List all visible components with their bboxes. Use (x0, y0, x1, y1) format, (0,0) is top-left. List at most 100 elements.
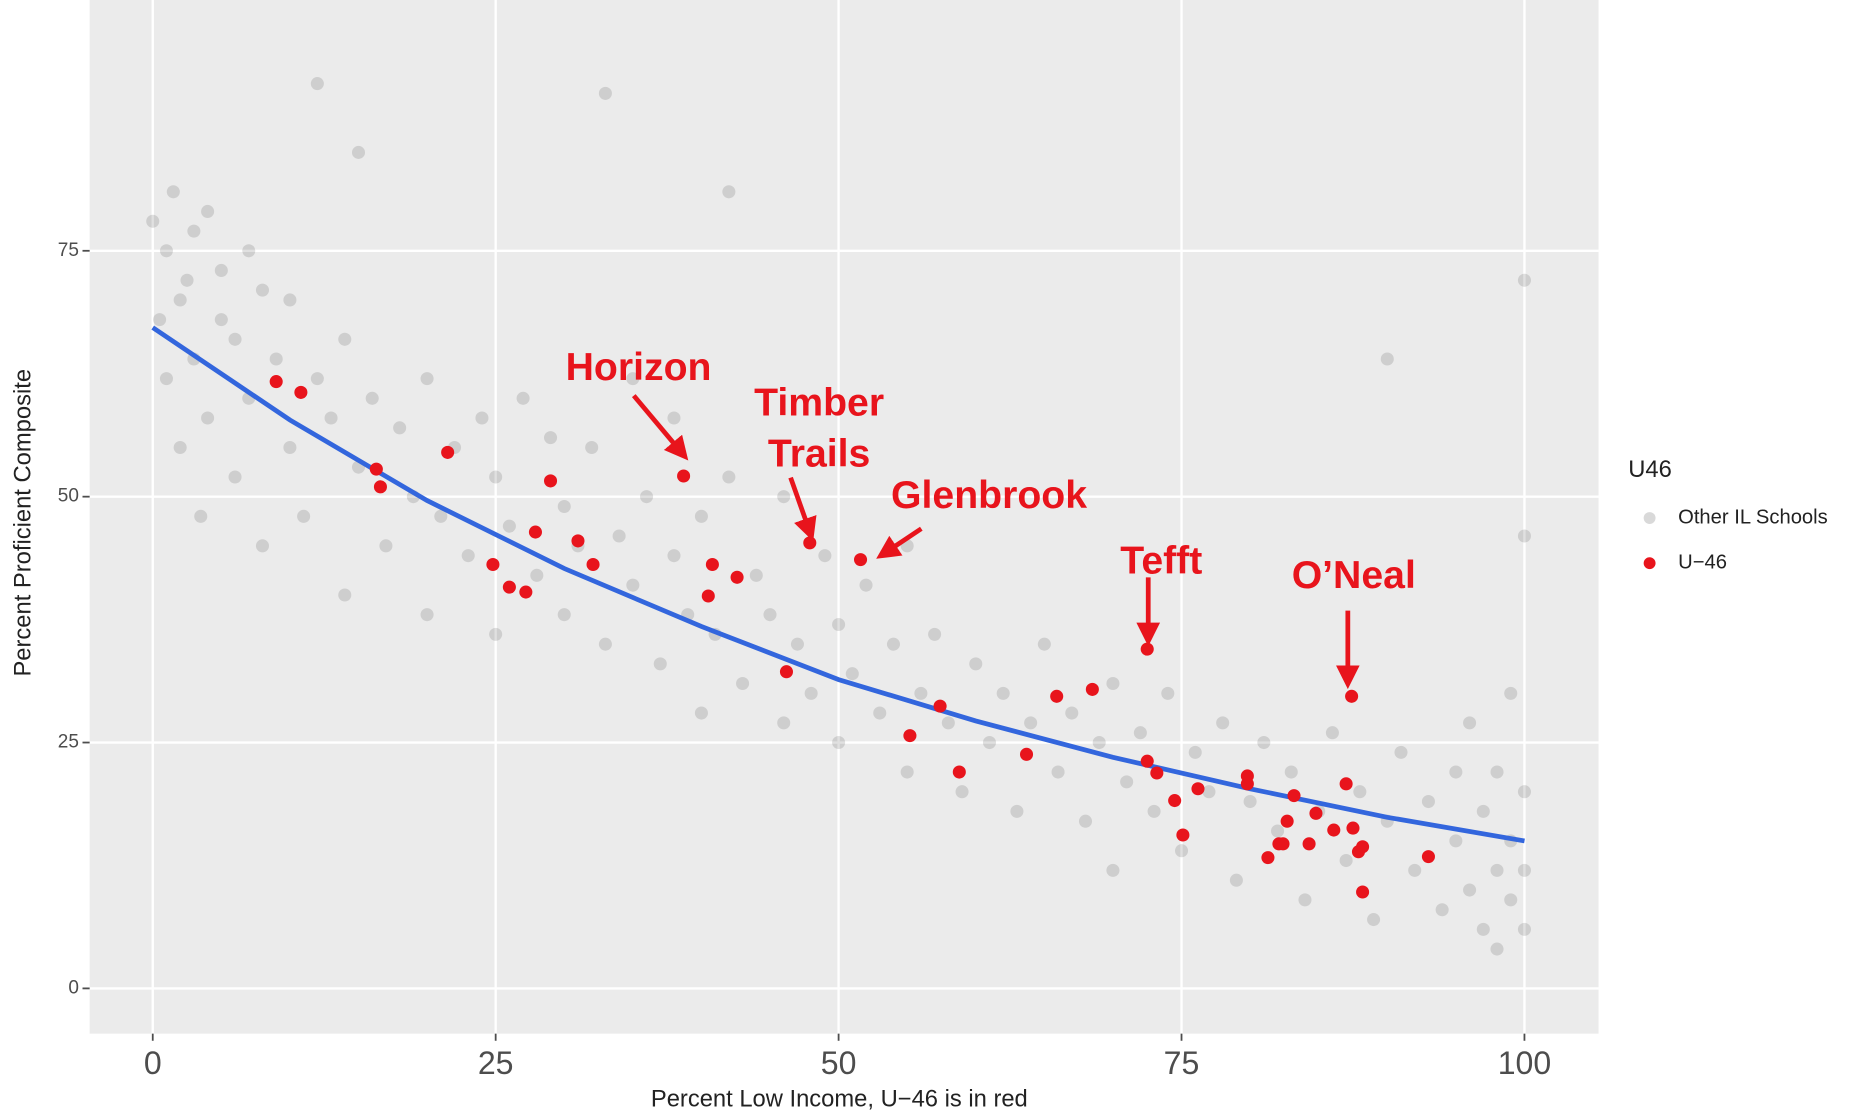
data-point (1037, 637, 1051, 651)
data-point (586, 557, 600, 572)
data-point (557, 608, 571, 622)
data-point (955, 785, 969, 799)
data-point (736, 676, 750, 691)
data-point (201, 204, 215, 218)
data-point (1298, 893, 1312, 907)
data-point (1435, 903, 1449, 917)
data-point (640, 490, 654, 504)
data-point (1367, 913, 1381, 927)
data-point (626, 372, 640, 386)
data-point (519, 585, 533, 599)
data-point (1140, 642, 1154, 656)
data-point (1085, 682, 1099, 696)
data-point (420, 608, 434, 622)
data-point (379, 539, 393, 553)
annotation-arrow (788, 476, 817, 542)
data-point (903, 729, 917, 743)
data-point (914, 686, 928, 700)
data-point (269, 352, 283, 366)
x-tick-label: 100 (1498, 1045, 1551, 1081)
data-point (1243, 795, 1257, 809)
data-point (886, 637, 900, 651)
data-point (1517, 529, 1531, 543)
data-point (832, 735, 846, 750)
data-point (180, 273, 194, 287)
data-point (1421, 795, 1435, 809)
data-point (1356, 885, 1370, 899)
data-point (159, 244, 173, 258)
x-tick-label: 75 (1164, 1045, 1200, 1081)
legend-label: U−46 (1678, 551, 1727, 573)
data-point (1168, 794, 1182, 808)
data-point (502, 519, 516, 533)
data-point (730, 570, 744, 584)
data-point (1449, 834, 1463, 848)
annotation: Trails (768, 433, 870, 476)
y-tick-label: 50 (58, 486, 79, 507)
data-point (1261, 851, 1275, 865)
data-point (1463, 716, 1477, 730)
data-point (1280, 814, 1294, 828)
data-point (701, 589, 715, 603)
data-point (1140, 754, 1154, 768)
data-point (873, 706, 887, 720)
data-point (489, 470, 503, 484)
data-point (489, 627, 503, 641)
data-point (900, 765, 914, 779)
annotation-arrow (876, 526, 923, 559)
data-point (228, 470, 242, 484)
data-point (928, 627, 942, 641)
data-point (1216, 716, 1230, 730)
annotation: Horizon (566, 346, 712, 389)
data-point (146, 214, 160, 228)
data-point (543, 474, 558, 488)
data-point (475, 411, 489, 425)
data-point (373, 480, 387, 494)
data-point (269, 375, 283, 389)
data-point (1106, 676, 1120, 691)
data-point (1161, 686, 1175, 700)
data-point (952, 765, 966, 779)
y-tick-label: 0 (68, 977, 79, 998)
data-point (441, 445, 455, 459)
data-point (1176, 828, 1190, 842)
data-point (242, 244, 256, 258)
data-point (255, 283, 270, 297)
data-point (1229, 873, 1243, 887)
legend-title: U46 (1628, 456, 1672, 483)
data-point (626, 578, 640, 592)
data-point (677, 469, 691, 483)
data-point (1353, 785, 1367, 799)
data-point (1490, 765, 1504, 779)
data-point (722, 185, 736, 199)
data-point (1517, 273, 1531, 287)
data-point (1380, 352, 1394, 366)
x-tick-label: 50 (821, 1045, 857, 1081)
data-point (612, 529, 626, 543)
annotation: Tefft (1120, 540, 1202, 583)
x-tick-label: 25 (478, 1045, 514, 1081)
data-point (502, 580, 516, 594)
data-point (598, 86, 612, 100)
data-point (1476, 804, 1490, 818)
data-point (530, 568, 544, 582)
data-point (1476, 922, 1490, 936)
data-point (338, 332, 352, 346)
data-point (1284, 765, 1298, 779)
data-point (1325, 726, 1339, 740)
data-point (845, 667, 859, 681)
data-point (1065, 706, 1079, 720)
annotation: O’Neal (1292, 554, 1416, 597)
data-point (996, 686, 1010, 700)
data-point (667, 549, 681, 563)
data-point (310, 372, 324, 386)
data-point (694, 706, 708, 720)
legend-label: Other IL Schools (1678, 506, 1828, 528)
data-point (1287, 789, 1301, 803)
data-point (351, 145, 366, 159)
data-point (779, 665, 794, 679)
data-point (1150, 766, 1164, 780)
data-point (1394, 745, 1408, 759)
data-point (1147, 804, 1161, 818)
plot-panel (89, 0, 1599, 1034)
